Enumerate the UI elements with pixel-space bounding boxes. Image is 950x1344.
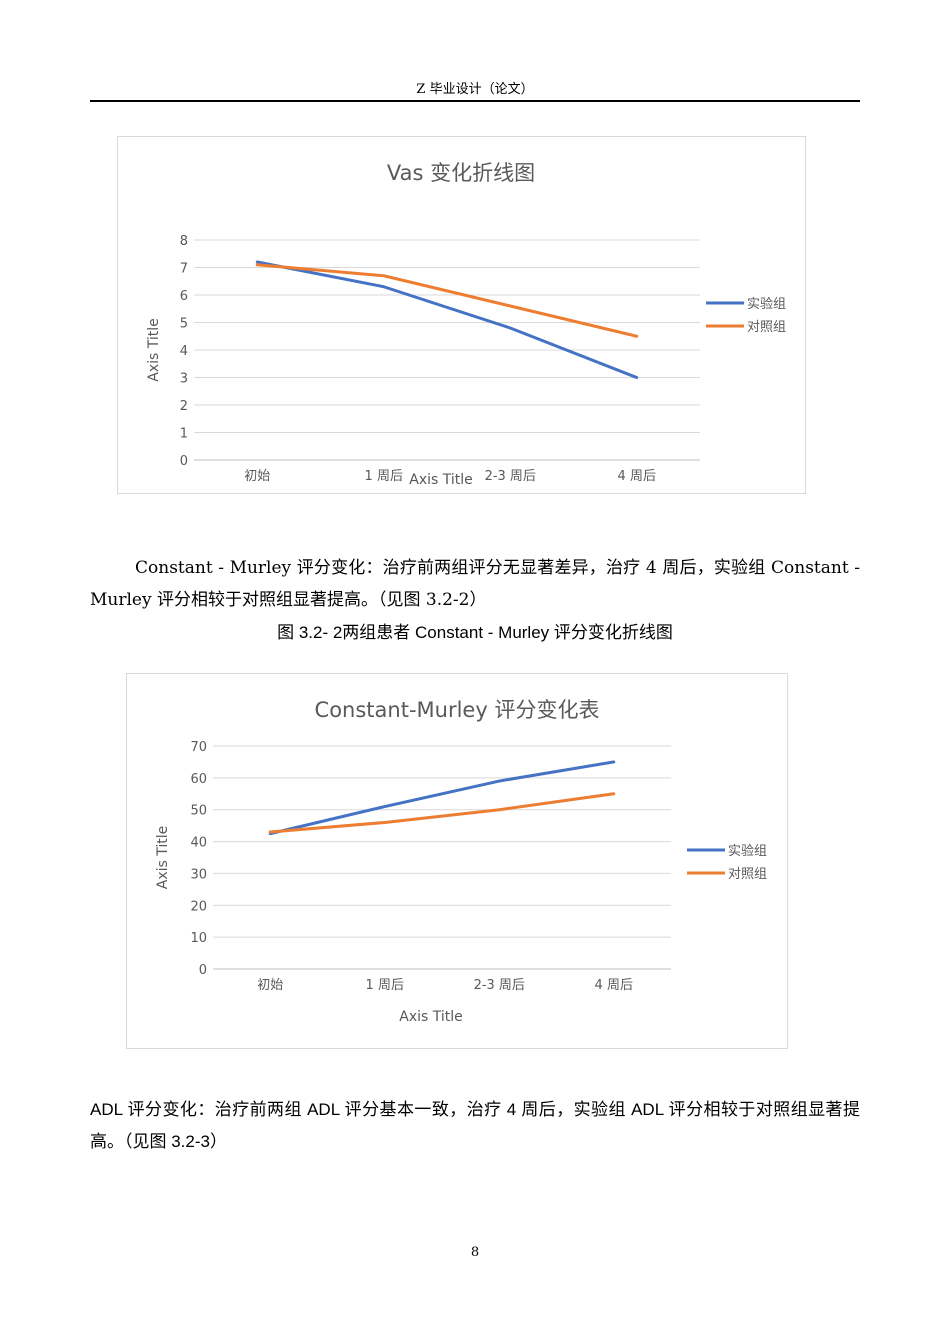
y-tick-label: 5 (180, 317, 188, 332)
vas-chart: Vas 变化折线图 0 1 2 3 4 5 6 7 8 初始 1 周后 2-3 周后 4 周后 Axis T… (117, 136, 806, 494)
x-tick-label: 4 周后 (595, 978, 633, 993)
y-tick-label: 10 (190, 931, 207, 946)
constant-murley-paragraph-text: Constant - Murley 评分变化：治疗前两组评分无显著差异，治疗 4… (90, 558, 860, 610)
chart-title: Constant-Murley 评分变化表 (315, 698, 600, 722)
y-tick-label: 0 (180, 454, 188, 469)
x-tick-label: 1 周后 (365, 469, 403, 484)
legend-label: 实验组 (728, 843, 767, 859)
x-tick-label: 2-3 周后 (474, 978, 525, 993)
x-tick-label: 2-3 周后 (485, 469, 536, 484)
y-tick-label: 70 (190, 740, 207, 755)
y-tick-label: 30 (190, 867, 207, 882)
figure-caption: 图 3.2- 2两组患者 Constant - Murley 评分变化折线图 (277, 623, 673, 642)
page-header: Z 毕业设计（论文） (416, 82, 534, 97)
adl-paragraph: ADL 评分变化：治疗前两组 ADL 评分基本一致，治疗 4 周后，实验组 AD… (90, 1100, 860, 1151)
series-line-control (255, 263, 639, 338)
y-tick-label: 8 (180, 234, 188, 249)
x-tick-label: 4 周后 (618, 469, 656, 484)
y-tick-label: 0 (199, 963, 207, 978)
series-line-control (268, 792, 616, 834)
x-tick-label: 初始 (257, 978, 283, 993)
series-line-experimental (255, 260, 639, 379)
x-axis-title: Axis Title (409, 472, 473, 488)
legend-label: 对照组 (728, 867, 767, 882)
constant-murley-paragraph: Constant - Murley 评分变化：治疗前两组评分无显著差异，治疗 4… (90, 552, 860, 616)
vas-chart-svg: Vas 变化折线图 0 1 2 3 4 5 6 7 8 初始 1 周后 2-3 周后 4 周后 Axis T… (146, 161, 786, 488)
y-tick-label: 1 (180, 427, 188, 442)
legend-label: 实验组 (747, 296, 786, 312)
y-tick-label: 20 (190, 899, 207, 914)
header-rule (90, 100, 860, 102)
y-tick-label: 60 (190, 772, 207, 787)
y-axis-title: Axis Title (146, 318, 162, 382)
page-number: 8 (470, 1245, 480, 1260)
legend-label: 对照组 (747, 320, 786, 335)
x-tick-label: 1 周后 (366, 978, 404, 993)
series-line-experimental (268, 760, 616, 836)
y-tick-label: 40 (190, 836, 207, 851)
y-tick-label: 7 (180, 262, 188, 277)
chart-title: Vas 变化折线图 (387, 161, 535, 185)
y-tick-label: 6 (180, 289, 188, 304)
x-axis-title: Axis Title (399, 1009, 463, 1025)
y-tick-label: 3 (180, 372, 188, 387)
y-axis-title: Axis Title (155, 826, 171, 890)
x-tick-label: 初始 (244, 469, 270, 484)
constant-murley-chart: Constant-Murley 评分变化表 0 10 20 30 40 50 60 70 初始 1 … (126, 673, 788, 1049)
y-tick-label: 4 (180, 344, 188, 359)
constant-murley-chart-svg: Constant-Murley 评分变化表 0 10 20 30 40 50 60 70 初始 1 … (155, 698, 767, 1025)
y-tick-label: 50 (190, 804, 207, 819)
y-tick-label: 2 (180, 399, 188, 414)
